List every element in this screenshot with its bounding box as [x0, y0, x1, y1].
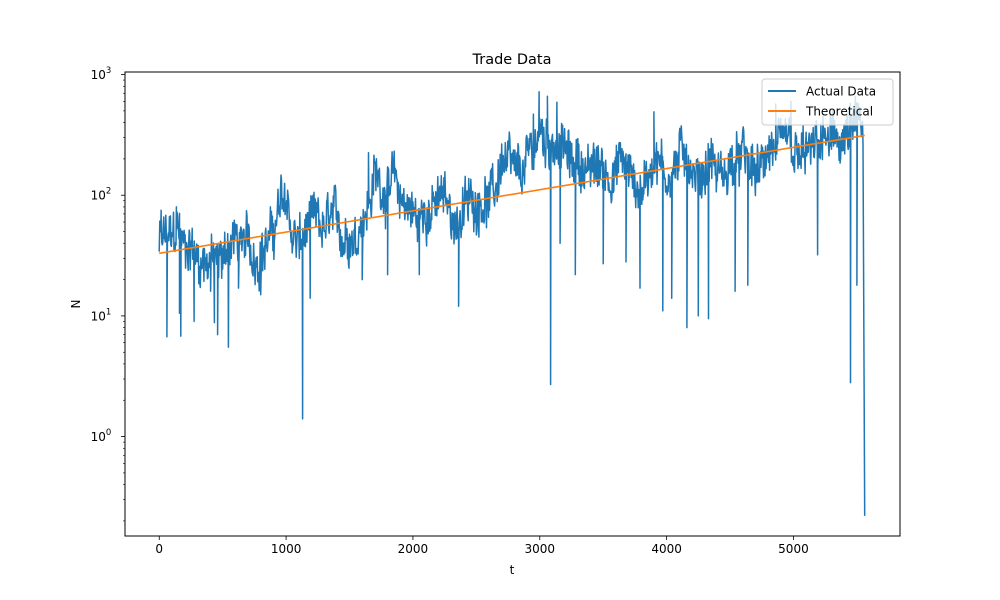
x-tick-label: 5000: [778, 542, 809, 556]
y-tick-label: 102: [91, 187, 112, 203]
x-tick-label: 3000: [524, 542, 555, 556]
y-tick-label: 103: [91, 66, 112, 82]
series-layer: [158, 91, 866, 516]
x-tick-label: 2000: [398, 542, 429, 556]
x-axis: 0 1000 2000 3000 4000 5000: [155, 536, 809, 556]
y-tick-label: 100: [91, 428, 112, 444]
x-tick-label: 4000: [651, 542, 682, 556]
x-axis-label: t: [510, 563, 515, 577]
x-tick-label: 1000: [271, 542, 302, 556]
series-line-theoretical: [159, 134, 865, 255]
y-axis-label: N: [69, 300, 83, 309]
legend-label-theoretical: Theoretical: [805, 105, 873, 119]
y-axis: 100 101 102 103: [91, 66, 125, 522]
legend: Actual Data Theoretical: [761, 78, 894, 126]
legend-label-actual-data: Actual Data: [806, 85, 876, 99]
y-tick-label: 101: [91, 307, 112, 323]
plot-frame: [124, 71, 901, 537]
series-line-actual-data: [158, 91, 866, 516]
chart-title: Trade Data: [472, 52, 552, 68]
x-tick-label: 0: [155, 542, 163, 556]
